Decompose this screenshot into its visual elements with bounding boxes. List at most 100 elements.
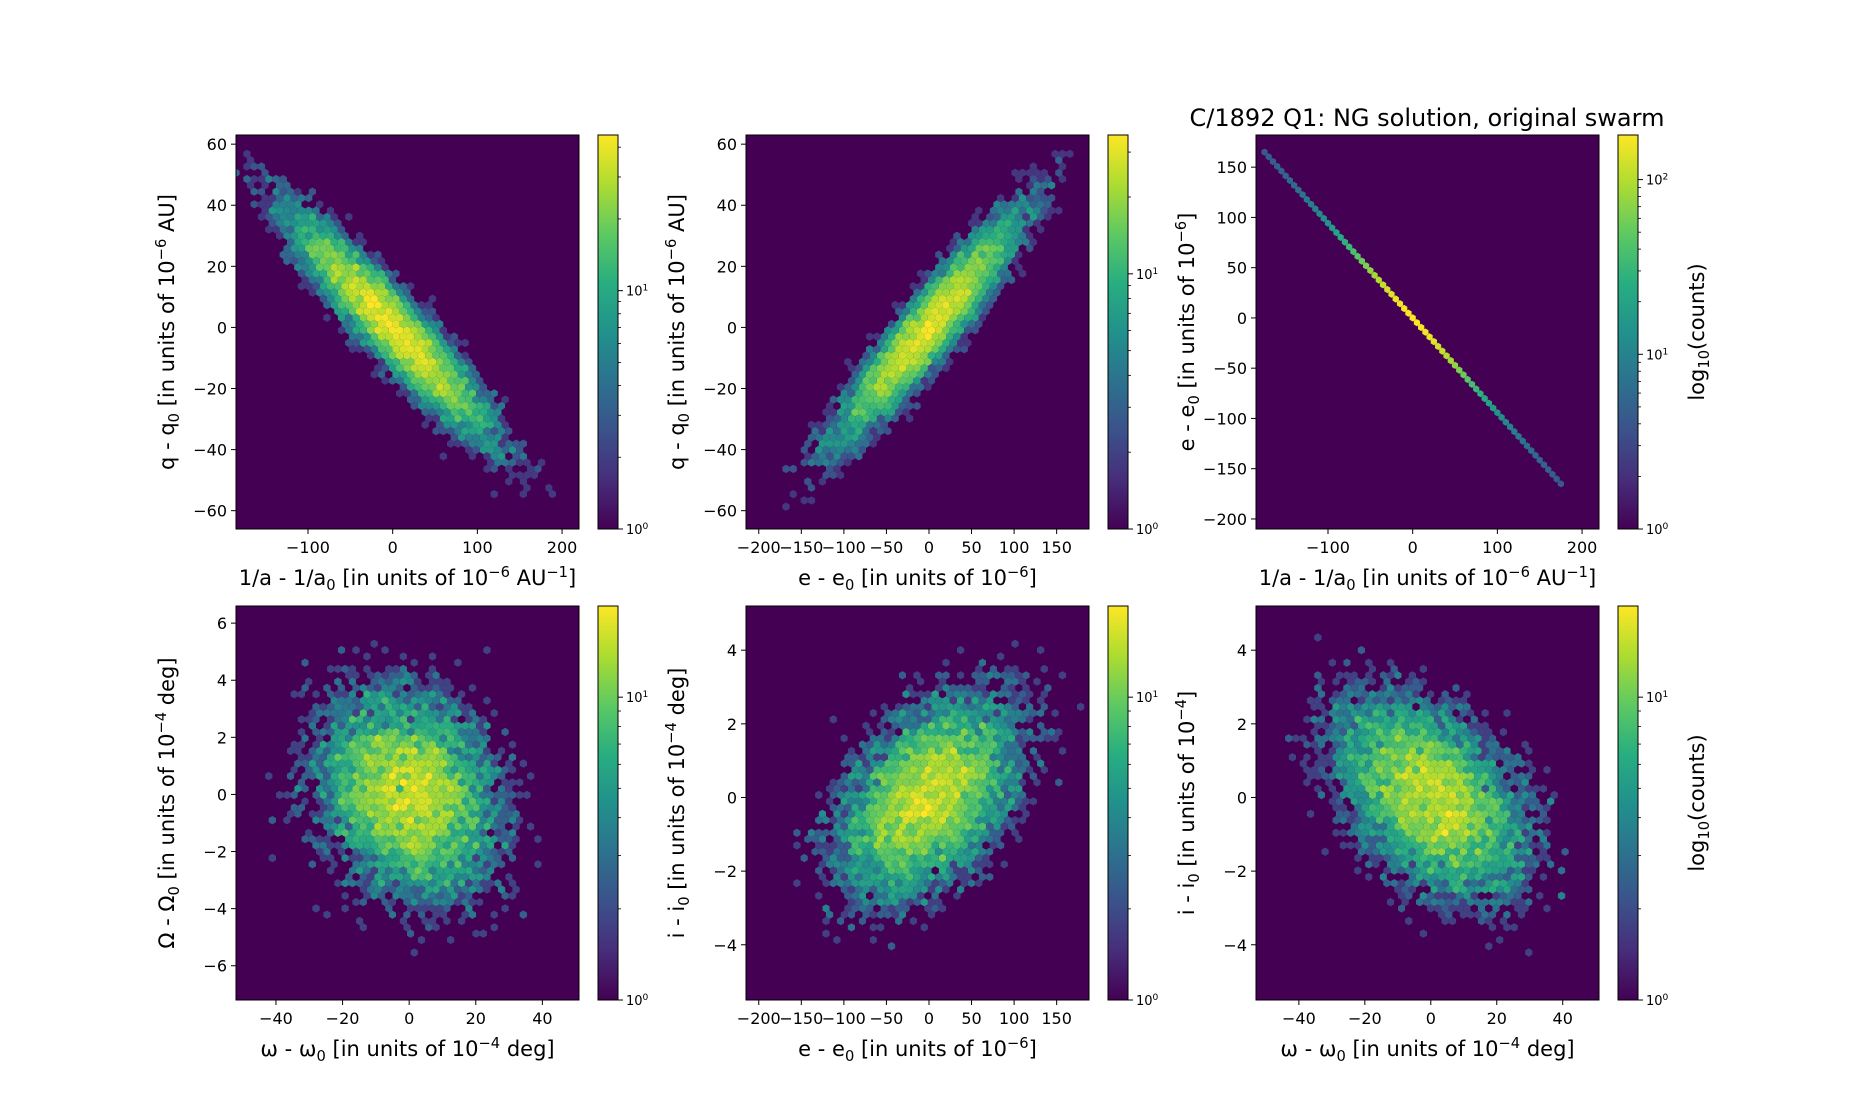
hexbin-cell	[501, 753, 509, 762]
hexbin-cell	[1051, 645, 1059, 655]
hexbin-cell	[366, 300, 375, 310]
hexbin-cell	[1510, 797, 1518, 806]
hexbin-cell	[1503, 872, 1511, 882]
hexbin-cell	[822, 891, 830, 900]
hexbin-cell	[815, 778, 823, 787]
hexbin-cell	[381, 897, 389, 907]
hexbin-cell	[501, 891, 509, 900]
hexbin-cell	[290, 244, 298, 253]
hexbin-cell	[345, 212, 353, 222]
hexbin-cell	[1015, 671, 1023, 680]
hexbin-cell	[417, 376, 426, 385]
hexbin-cell	[432, 822, 440, 831]
hexbin-cell	[913, 784, 921, 793]
hexbin-cell	[268, 740, 276, 749]
hexbin-cell	[851, 916, 859, 926]
hexbin-cell	[359, 809, 367, 819]
hexbin-cell	[1434, 879, 1442, 888]
hexbin-cell	[399, 879, 407, 888]
hexbin-cell	[337, 784, 346, 793]
hexbin-cell	[989, 219, 997, 228]
hexbin-cell	[1437, 734, 1446, 743]
hexbin-cell	[476, 683, 484, 693]
hexbin-cell	[432, 351, 440, 360]
hexbin-cell	[479, 879, 487, 888]
hexbin-cell	[374, 885, 382, 894]
hexbin-cell	[519, 746, 527, 756]
hexbin-cell	[377, 690, 386, 699]
hexbin-cell	[439, 834, 447, 844]
hexbin-cell	[1477, 765, 1486, 774]
hexbin-cell	[1456, 790, 1464, 800]
hexbin-cell	[1044, 683, 1052, 693]
hexbin-cell	[421, 370, 429, 379]
hexbin-cell	[345, 847, 353, 856]
hexbin-cell	[756, 496, 765, 505]
hexbin-cell	[472, 408, 480, 417]
hexbin-cell	[993, 771, 1001, 781]
hexbin-cell	[356, 879, 364, 888]
hexbin-cell	[290, 803, 298, 812]
hexbin-cell	[931, 332, 939, 341]
hexbin-cell	[356, 244, 364, 253]
hexbin-cell	[851, 395, 859, 404]
hexbin-cell	[508, 471, 517, 480]
hexbin-cell	[997, 803, 1005, 812]
hexbin-cell	[497, 401, 506, 411]
hexbin-cell	[399, 853, 407, 863]
hexbin-cell	[927, 326, 936, 335]
hexbin-cell	[1401, 304, 1408, 313]
hexbin-cell	[1018, 206, 1027, 215]
hexbin-cell	[508, 879, 517, 888]
hexbin-cell	[385, 332, 393, 341]
hexbin-cell	[844, 740, 852, 749]
hexbin-cell	[330, 300, 338, 310]
hexbin-cell	[1507, 423, 1514, 431]
hexbin-cell	[1408, 897, 1416, 907]
x-axis-label: e - e0 [in units of 10−6]	[798, 564, 1037, 594]
hexbin-cell	[508, 816, 517, 825]
hexbin-cell	[345, 313, 353, 322]
hexbin-cell	[924, 382, 932, 392]
hexbin-cell	[370, 319, 378, 329]
hexbin-cell	[363, 677, 371, 686]
hexbin-cell	[869, 389, 877, 398]
hexbin-cell	[1376, 803, 1384, 812]
hexbin-cell	[461, 935, 469, 945]
hexbin-cell	[1394, 822, 1402, 831]
hexbin-cell	[494, 853, 502, 863]
hexbin-cell	[836, 816, 845, 825]
hexbin-cell	[1405, 702, 1413, 711]
hexbin-cell	[319, 740, 327, 749]
hexbin-cell	[826, 464, 834, 474]
hexbin-cell	[1456, 803, 1464, 812]
hexbin-cell	[1463, 866, 1471, 875]
hexbin-cell	[1051, 734, 1059, 743]
hexbin-cell	[964, 313, 972, 322]
hexbin-cell	[902, 803, 910, 812]
axes-frame	[235, 134, 580, 530]
hexbin-cell	[924, 765, 932, 774]
y-axis-label: Ω - Ω0 [in units of 10−4 deg]	[153, 657, 183, 948]
hexbin-cell	[359, 696, 367, 705]
hexbin-cell	[938, 828, 947, 837]
hexbin-cell	[1037, 708, 1045, 718]
hexbin-cell	[352, 834, 360, 844]
hexbin-cell	[866, 916, 874, 926]
hexbin-cell	[1372, 834, 1380, 844]
hexbin-cell	[537, 942, 546, 951]
hexbin-cell	[909, 319, 917, 329]
hexbin-cell	[399, 916, 407, 926]
hexbin-cell	[917, 307, 925, 316]
hexbin-cell	[971, 834, 979, 844]
hexbin-cell	[884, 389, 892, 398]
hexbin-cell	[497, 734, 506, 743]
colorbar-tick-label: 101	[1136, 267, 1158, 283]
hexbin-cell	[319, 778, 327, 787]
hexbin-cell	[855, 363, 863, 373]
hexbin-cell	[833, 439, 841, 448]
colorbar	[1107, 134, 1129, 530]
hexbin-cell	[479, 929, 487, 938]
hexbin-cell	[884, 822, 892, 831]
hexbin-cell	[851, 828, 859, 837]
